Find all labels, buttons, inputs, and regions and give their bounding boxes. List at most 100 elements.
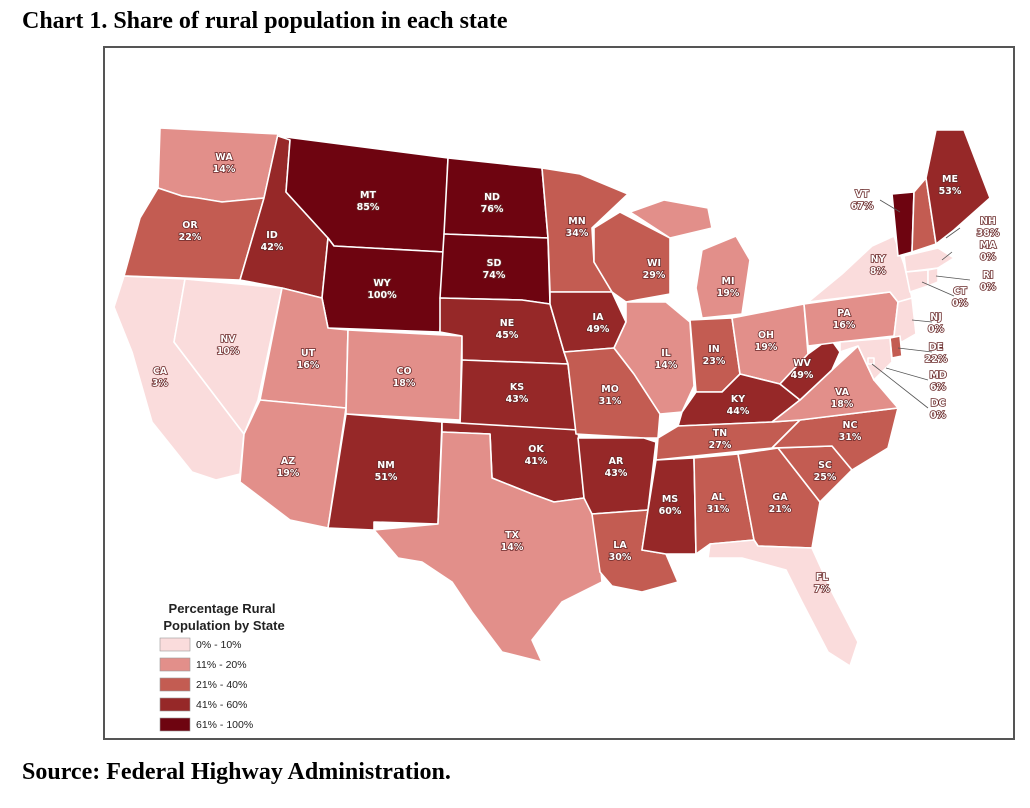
state-label-ID-code: ID — [266, 230, 278, 241]
state-label-OH-code: OH — [758, 330, 774, 341]
state-label-WV-value: 49% — [791, 370, 814, 381]
state-ME — [925, 129, 991, 245]
state-label-NV-value: 10% — [217, 346, 240, 357]
state-label-MO-code: MO — [601, 384, 619, 395]
state-label-OR-value: 22% — [179, 232, 202, 243]
state-label-UT-code: UT — [301, 348, 316, 359]
state-label-OR-code: OR — [182, 220, 198, 231]
state-label-IL-value: 14% — [655, 360, 678, 371]
state-label-FL-code: FL — [816, 572, 829, 583]
state-label-CT-value: 0% — [952, 298, 969, 309]
state-label-KS-value: 43% — [506, 394, 529, 405]
state-label-AL-value: 31% — [707, 504, 730, 515]
state-label-MS-value: 60% — [659, 506, 682, 517]
state-label-ME-value: 53% — [939, 186, 962, 197]
state-label-SC-code: SC — [818, 460, 832, 471]
legend-swatch-2 — [159, 677, 191, 692]
state-label-UT-value: 16% — [297, 360, 320, 371]
legend-label-0: 0% - 10% — [196, 639, 242, 651]
state-label-CA-code: CA — [153, 366, 168, 377]
state-label-AR-code: AR — [609, 456, 624, 467]
state-label-NJ-code: NJ — [930, 312, 942, 323]
state-NY — [807, 235, 913, 303]
source-note: Source: Federal Highway Administration. — [22, 759, 451, 785]
state-labels: WA14%OR22%CA3%NV10%ID42%MT85%WY100%UT16%… — [151, 151, 1001, 596]
state-label-NC-value: 31% — [839, 432, 862, 443]
state-label-CO-code: CO — [396, 366, 411, 377]
state-label-WI-value: 29% — [643, 270, 666, 281]
state-label-NM-value: 51% — [375, 472, 398, 483]
state-label-NE-value: 45% — [496, 330, 519, 341]
state-label-VT-value: 67% — [851, 201, 874, 212]
state-label-ME-code: ME — [942, 174, 958, 185]
state-label-IN-value: 23% — [703, 356, 726, 367]
state-label-KS-code: KS — [510, 382, 524, 393]
state-label-TN-code: TN — [713, 428, 727, 439]
state-label-MA-value: 0% — [980, 252, 997, 263]
state-label-WA-value: 14% — [213, 164, 236, 175]
state-label-OK-value: 41% — [525, 456, 548, 467]
state-label-WY-value: 100% — [367, 290, 397, 301]
state-MI — [695, 235, 751, 319]
state-label-NM-code: NM — [377, 460, 394, 471]
state-label-AL-code: AL — [711, 492, 724, 503]
state-SD — [439, 233, 551, 305]
state-label-AZ-code: AZ — [281, 456, 295, 467]
legend-label-4: 61% - 100% — [196, 719, 253, 731]
state-NV — [173, 278, 283, 435]
state-RI — [927, 267, 939, 287]
legend-label-1: 11% - 20% — [196, 659, 247, 671]
state-label-OK-code: OK — [528, 444, 544, 455]
state-label-CT-code: CT — [953, 286, 967, 297]
legend-label-3: 41% - 60% — [196, 699, 247, 711]
state-label-MT-value: 85% — [357, 202, 380, 213]
state-label-RI-value: 0% — [980, 282, 997, 293]
state-label-GA-value: 21% — [769, 504, 792, 515]
leader-lines — [871, 199, 971, 409]
state-IA — [549, 291, 627, 353]
state-IL — [613, 301, 695, 415]
state-label-VA-code: VA — [835, 387, 850, 398]
state-label-PA-code: PA — [837, 308, 851, 319]
legend-swatch-0 — [159, 637, 191, 652]
state-label-NH-code: NH — [980, 216, 996, 227]
legend-swatch-1 — [159, 657, 191, 672]
state-label-PA-value: 16% — [833, 320, 856, 331]
legend-swatch-4 — [159, 717, 191, 732]
state-label-RI-code: RI — [983, 270, 994, 281]
state-label-MD-code: MD — [929, 370, 946, 381]
state-CT — [905, 269, 929, 293]
state-label-LA-code: LA — [613, 540, 627, 551]
legend-label-2: 21% - 40% — [196, 679, 247, 691]
state-label-GA-code: GA — [772, 492, 788, 503]
state-label-IL-code: IL — [661, 348, 671, 359]
state-label-WI-code: WI — [647, 258, 661, 269]
state-WI — [593, 211, 671, 303]
state-label-TN-value: 27% — [709, 440, 732, 451]
state-label-SC-value: 25% — [814, 472, 837, 483]
state-label-IA-value: 49% — [587, 324, 610, 335]
state-label-MN-code: MN — [568, 216, 585, 227]
state-label-WA-code: WA — [215, 152, 233, 163]
state-label-KY-value: 44% — [727, 406, 750, 417]
state-label-VA-value: 18% — [831, 399, 854, 410]
legend-title-line2: Population by State — [163, 618, 284, 633]
us-map: WA14%OR22%CA3%NV10%ID42%MT85%WY100%UT16%… — [113, 127, 1001, 732]
state-label-VT-code: VT — [855, 189, 869, 200]
legend-title-line1: Percentage Rural — [169, 601, 276, 616]
state-label-TX-code: TX — [505, 530, 519, 541]
state-NJ — [893, 297, 917, 343]
state-label-MO-value: 31% — [599, 396, 622, 407]
state-label-ND-code: ND — [484, 192, 500, 203]
state-label-MT-code: MT — [360, 190, 376, 201]
state-label-NC-code: NC — [843, 420, 858, 431]
state-MA — [903, 247, 955, 273]
state-label-NY-value: 8% — [870, 266, 887, 277]
state-label-ID-value: 42% — [261, 242, 284, 253]
state-label-SD-value: 74% — [483, 270, 506, 281]
state-label-NE-code: NE — [500, 318, 514, 329]
state-label-DC-code: DC — [931, 398, 946, 409]
state-TX — [373, 431, 603, 663]
state-label-AR-value: 43% — [605, 468, 628, 479]
state-MI-upper — [629, 199, 713, 239]
